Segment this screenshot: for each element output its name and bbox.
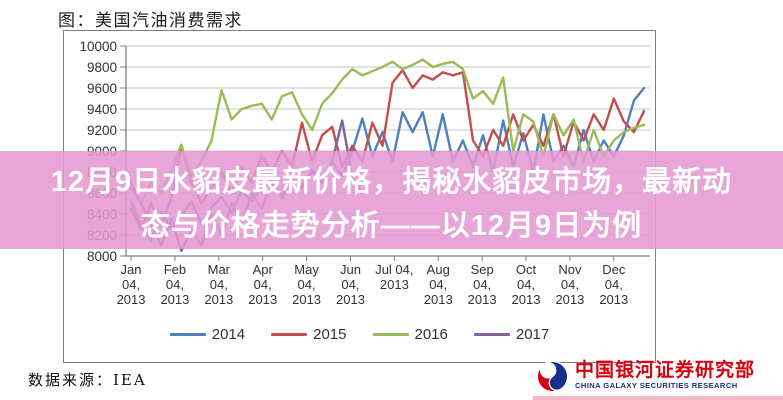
galaxy-swirl-icon [536, 360, 569, 393]
y-tick-label: 8000 [87, 249, 117, 264]
x-tick-label: Jan 04, 2013 [117, 262, 146, 307]
chart-title: 图：美国汽油消费需求 [58, 11, 243, 31]
x-tick-label: Apr 04, 2013 [248, 262, 277, 307]
y-tick-label: 9800 [87, 60, 117, 75]
x-tick-label: Mar 04, 2013 [204, 262, 233, 307]
y-tick-label: 9200 [87, 123, 117, 138]
legend-label: 2017 [515, 326, 550, 343]
legend-swatch [473, 333, 510, 336]
legend-item-2014: 2014 [169, 326, 246, 343]
legend-label: 2016 [414, 326, 448, 343]
logo-underline [533, 396, 783, 400]
y-tick-label: 9600 [87, 81, 117, 96]
x-tick-label: Oct 04, 2013 [512, 262, 541, 307]
chart-legend: 2014 2015 2016 2017 [64, 326, 655, 343]
headline-overlay: 12月9日水貂皮最新价格，揭秘水貂皮市场，最新动 态与价格走势分析——以12月9… [0, 151, 783, 249]
series-line-2016 [129, 58, 646, 205]
logo-cn-name: 中国银河证券研究部 [575, 360, 756, 381]
headline-line1: 12月9日水貂皮最新价格，揭秘水貂皮市场，最新动 [50, 166, 733, 198]
legend-swatch [372, 333, 409, 336]
x-tick-label: May 04, 2013 [292, 262, 321, 307]
logo-en-name: CHINA GALAXY SECURITIES RESEARCH [575, 381, 738, 390]
data-source-note: 数据来源：IEA [28, 371, 147, 389]
x-tick-label: Dec 04, 2013 [599, 262, 628, 307]
legend-label: 2014 [211, 326, 246, 343]
headline-line2: 态与价格走势分析——以12月9日为例 [140, 210, 643, 242]
x-tick-label: Jul 04, 2013 [375, 262, 413, 292]
x-tick-label: Aug 04, 2013 [424, 262, 453, 307]
x-tick-label: Sep 04, 2013 [468, 262, 497, 307]
x-tick-label: Nov 04, 2013 [555, 262, 584, 307]
legend-item-2016: 2016 [372, 326, 448, 343]
legend-item-2017: 2017 [473, 326, 550, 343]
y-tick-label: 9400 [87, 102, 117, 117]
galaxy-logo: 中国银河证券研究部 CHINA GALAXY SECURITIES RESEAR… [536, 360, 755, 393]
x-tick-label: Feb 04, 2013 [160, 262, 189, 307]
x-tick-label: Jun 04, 2013 [336, 262, 365, 307]
legend-label: 2015 [313, 326, 347, 343]
logo-text: 中国银河证券研究部 CHINA GALAXY SECURITIES RESEAR… [575, 360, 755, 391]
legend-item-2015: 2015 [271, 326, 347, 343]
legend-swatch [169, 333, 206, 336]
y-tick-label: 10000 [79, 39, 117, 54]
legend-swatch [271, 333, 308, 336]
